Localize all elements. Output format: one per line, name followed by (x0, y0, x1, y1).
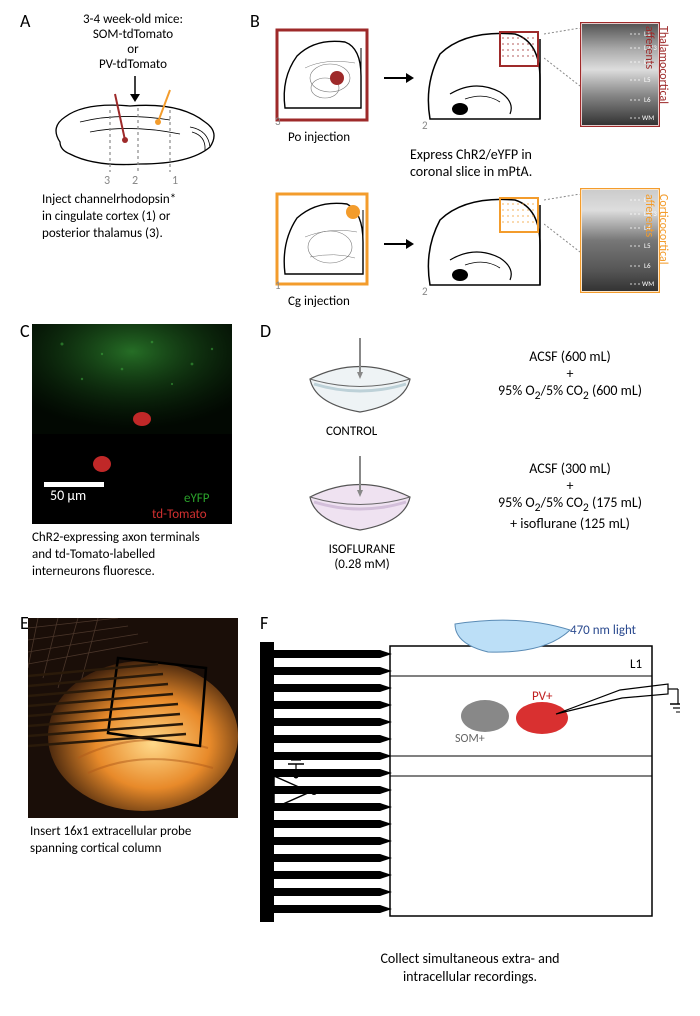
panel-c-cap-l2: and td-Tomato-labelled (32, 547, 242, 564)
panel-c: C 50 μm eYFP td-Tomato ChR2-expressing a… (20, 320, 250, 581)
panel-d-iso-label2: (0.28 mM) (312, 557, 412, 572)
panel-c-label: C (20, 320, 30, 342)
panel-e-probe-photo (28, 618, 238, 818)
svg-text:1: 1 (172, 174, 178, 188)
arrow-icon (382, 234, 416, 254)
panel-a-caption-l2: in cingulate cortex (1) or (42, 209, 232, 226)
connector-bottom (544, 194, 584, 254)
svg-text:eYFP: eYFP (184, 491, 210, 506)
panel-b-mid-l1: Express ChR2/eYFP in (410, 146, 630, 163)
panel-f-cap-l2: intracellular recordings. (280, 968, 660, 986)
svg-text:3: 3 (275, 115, 281, 128)
panel-d-ctrl-plus: + (460, 365, 680, 382)
panel-b-po-label: Po injection (288, 130, 350, 145)
panel-e: E (20, 612, 250, 858)
panel-a-title-l3: or (48, 42, 218, 57)
panel-d-label: D (260, 320, 271, 342)
panel-c-fluorescence-image: 50 μm eYFP td-Tomato (32, 324, 232, 524)
panel-d-iso-label1: ISOFLURANE (312, 542, 412, 557)
panel-e-caption: Insert 16x1 extracellular probe spanning… (30, 824, 240, 858)
panel-a-label: A (20, 10, 30, 32)
panel-c-cap-l1: ChR2-expressing axon terminals (32, 530, 242, 547)
svg-text:L1: L1 (630, 657, 642, 672)
svg-text:2: 2 (422, 285, 428, 298)
panel-b-label: B (250, 10, 260, 32)
panel-a-title-l4: PV-tdTomato (48, 57, 218, 72)
panel-f-caption: Collect simultaneous extra- and intracel… (280, 950, 660, 986)
panel-d-ctrl-l2: 95% O2/5% CO2 (600 mL) (460, 382, 680, 403)
panel-b-mid-l2: coronal slice in mPtA. (410, 163, 630, 180)
txt: 95% O (498, 382, 535, 399)
txt: /5% CO (541, 382, 583, 399)
panel-a-title-l2: SOM-tdTomato (48, 27, 218, 42)
panel-a-caption-l3: posterior thalamus (3). (42, 226, 232, 243)
svg-text:2: 2 (422, 119, 428, 132)
panel-b-cg-label: Cg injection (288, 294, 350, 309)
panel-a-caption-l1: Inject channelrhodopsin* (42, 192, 232, 209)
panel-a-brain-diagram: 3 2 1 (40, 72, 240, 192)
scale-text: 50 μm (50, 487, 86, 504)
panel-d-ctrl-l1: ACSF (600 mL) (460, 348, 680, 365)
connector-top (544, 28, 584, 88)
panel-d-iso-l3: + isoflurane (125 mL) (460, 515, 680, 532)
panel-b-mpta-top: 2 (420, 24, 550, 134)
panel-a-title: 3-4 week-old mice: SOM-tdTomato or PV-td… (48, 12, 218, 72)
panel-d-iso-l2: 95% O2/5% CO2 (175 mL) (460, 494, 680, 515)
svg-text:td-Tomato: td-Tomato (152, 507, 207, 522)
panel-f: F L1 470 nm light SOM+ PV+ (260, 612, 690, 986)
panel-a: A 3-4 week-old mice: SOM-tdTomato or PV-… (20, 10, 250, 243)
panel-e-label: E (20, 612, 29, 634)
txt: /5% CO (541, 494, 583, 511)
panel-b-right-top-label: Thalamocortical afferents (642, 26, 670, 126)
txt: (175 mL) (589, 494, 642, 511)
panel-d-iso-chamber (290, 452, 430, 542)
panel-b-cg-injection: 1 (275, 192, 375, 292)
panel-d-control-text: ACSF (600 mL) + 95% O2/5% CO2 (600 mL) (460, 348, 680, 403)
panel-c-caption: ChR2-expressing axon terminals and td-To… (32, 530, 242, 581)
panel-d-iso-l1: ACSF (300 mL) (460, 460, 680, 477)
panel-f-label: F (260, 612, 268, 634)
panel-b: B 3 Po injection 2 (250, 10, 690, 310)
svg-text:470 nm light: 470 nm light (570, 623, 637, 638)
panel-b-po-injection: 3 (275, 28, 375, 128)
svg-text:1: 1 (275, 279, 281, 292)
panel-c-cap-l3: interneurons fluoresce. (32, 564, 242, 581)
panel-b-right-bot-label: Corticocortical afferents (642, 194, 670, 294)
panel-a-title-l1: 3-4 week-old mice: (48, 12, 218, 27)
panel-f-schematic: L1 470 nm light SOM+ PV+ (260, 616, 680, 946)
txt: (600 mL) (589, 382, 642, 399)
panel-b-middle-text: Express ChR2/eYFP in coronal slice in mP… (410, 146, 630, 180)
panel-d-iso-text: ACSF (300 mL) + 95% O2/5% CO2 (175 mL) +… (460, 460, 680, 532)
panel-a-caption: Inject channelrhodopsin* in cingulate co… (42, 192, 232, 243)
svg-text:PV+: PV+ (532, 689, 553, 704)
panel-f-cap-l1: Collect simultaneous extra- and (280, 950, 660, 968)
panel-e-cap-l2: spanning cortical column (30, 841, 240, 858)
panel-d-control-chamber (290, 334, 430, 424)
panel-e-cap-l1: Insert 16x1 extracellular probe (30, 824, 240, 841)
panel-d-control-label: CONTROL (326, 424, 377, 439)
svg-text:3: 3 (104, 174, 110, 188)
arrow-icon (382, 68, 416, 88)
panel-d-iso-plus1: + (460, 477, 680, 494)
svg-text:2: 2 (132, 174, 138, 188)
panel-b-mpta-bottom: 2 (420, 190, 550, 300)
txt: 95% O (498, 494, 535, 511)
svg-text:SOM+: SOM+ (455, 732, 485, 746)
